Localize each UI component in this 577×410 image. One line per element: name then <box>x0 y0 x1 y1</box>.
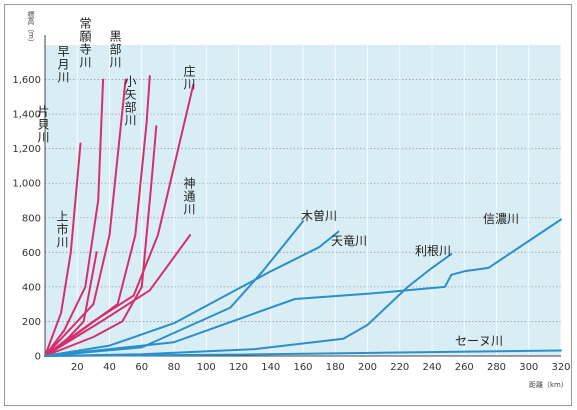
chart-frame: 0 200 400 600 800 1,000 1,200 1,400 1,600 20 40 60 8… <box>4 4 572 406</box>
river-label: 上市川 <box>55 210 69 249</box>
y-tick-label: 400 <box>22 282 41 293</box>
y-tick-label: 0 <box>35 352 41 363</box>
y-tick-label: 600 <box>22 248 41 259</box>
tick-labels: 0 200 400 600 800 1,000 1,200 1,400 1,600 20 40 60 8… <box>12 75 570 373</box>
river-label: 庄川 <box>182 64 196 91</box>
x-tick-label: 60 <box>135 362 148 373</box>
river-label: 早月川 <box>56 45 70 84</box>
x-tick-label: 280 <box>487 362 506 373</box>
river-label: 常願寺川 <box>78 17 92 69</box>
x-tick-label: 260 <box>455 362 474 373</box>
y-tick-label: 1,400 <box>12 110 41 121</box>
series-line-セーヌ川 <box>44 349 562 357</box>
y-tick-label: 200 <box>22 317 41 328</box>
x-tick-label: 80 <box>168 362 181 373</box>
river-label: 信濃川 <box>483 212 519 226</box>
series-line-天竜川 <box>44 230 340 357</box>
x-axis-title: 距離（km） <box>529 380 568 389</box>
river-label: 黒部川 <box>108 30 122 69</box>
series-line-神通川 <box>44 234 192 357</box>
river-label: 小矢部川 <box>123 75 137 127</box>
grid-lines <box>45 45 562 356</box>
river-label: 木曽川 <box>301 208 337 223</box>
series-line-木曽川 <box>44 220 304 357</box>
y-tick-label: 1,200 <box>12 144 41 155</box>
x-tick-label: 200 <box>358 362 377 373</box>
series-line-利根川 <box>44 253 453 357</box>
x-tick-label: 320 <box>551 362 570 373</box>
river-label: 片貝川 <box>36 105 50 144</box>
series-line-小矢部川 <box>44 125 158 357</box>
x-tick-label: 120 <box>229 362 248 373</box>
series-line-片貝川 <box>44 142 82 357</box>
series-lines <box>44 75 562 357</box>
x-tick-label: 240 <box>422 362 441 373</box>
river-label: セーヌ川 <box>455 334 503 348</box>
y-tick-label: 1,000 <box>12 179 41 190</box>
x-tick-label: 300 <box>519 362 538 373</box>
x-tick-label: 180 <box>326 362 345 373</box>
y-tick-label: 1,600 <box>12 75 41 86</box>
series-line-早月川 <box>44 78 105 357</box>
river-label: 利根川 <box>415 244 451 258</box>
x-tick-label: 100 <box>197 362 216 373</box>
series-line-信濃川 <box>44 218 562 357</box>
x-tick-label: 140 <box>261 362 280 373</box>
axis-titles: 標高（m） 距離（km） <box>27 10 568 389</box>
river-profile-chart: 0 200 400 600 800 1,000 1,200 1,400 1,600 20 40 60 8… <box>12 10 570 389</box>
series-line-庄川 <box>44 83 195 357</box>
x-tick-label: 160 <box>293 362 312 373</box>
x-tick-label: 20 <box>71 362 84 373</box>
y-axis-title: 標高（m） <box>27 10 35 46</box>
river-label: 天竜川 <box>331 234 367 248</box>
x-tick-label: 40 <box>103 362 116 373</box>
river-label: 神通川 <box>182 177 196 216</box>
series-line-常願寺川 <box>44 78 127 357</box>
x-tick-label: 220 <box>390 362 409 373</box>
river-labels: 片貝川 早月川 常願寺川上市川 黒部川小矢部川 庄川神通川木曽川天竜川利根川 信濃川セーヌ… <box>36 17 519 348</box>
y-tick-label: 800 <box>22 213 41 224</box>
